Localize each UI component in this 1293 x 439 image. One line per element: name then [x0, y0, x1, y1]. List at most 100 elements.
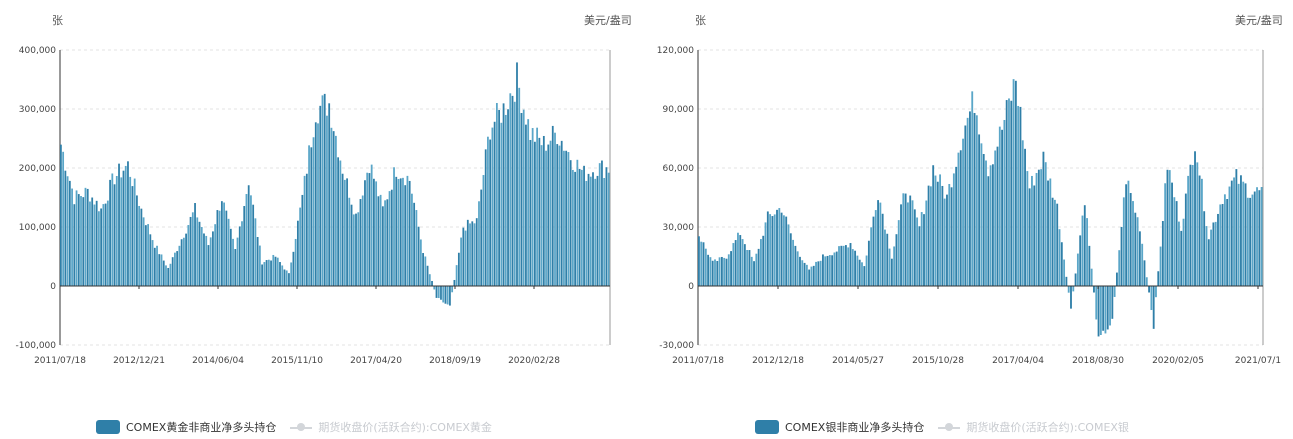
gold-bar[interactable]: [189, 216, 192, 286]
gold-bar[interactable]: [404, 185, 407, 286]
silver-bar[interactable]: [824, 256, 827, 286]
gold-bar[interactable]: [144, 225, 147, 286]
silver-bar[interactable]: [900, 204, 902, 286]
gold-bar[interactable]: [314, 122, 317, 286]
gold-bar[interactable]: [442, 286, 445, 303]
silver-bar[interactable]: [755, 253, 758, 286]
gold-bar[interactable]: [281, 265, 284, 286]
silver-bar[interactable]: [890, 258, 893, 286]
gold-bar[interactable]: [482, 175, 485, 286]
silver-bar[interactable]: [1109, 286, 1111, 326]
gold-bar[interactable]: [411, 193, 413, 286]
silver-bar[interactable]: [838, 246, 840, 286]
gold-bar[interactable]: [326, 115, 328, 286]
gold-bar[interactable]: [68, 180, 71, 286]
gold-bar[interactable]: [563, 150, 565, 286]
gold-bar[interactable]: [261, 264, 264, 286]
silver-bar[interactable]: [1076, 253, 1079, 286]
gold-bar[interactable]: [272, 254, 275, 286]
silver-bar[interactable]: [1148, 286, 1150, 293]
silver-bar[interactable]: [913, 209, 916, 286]
silver-bar[interactable]: [831, 255, 834, 286]
silver-bar[interactable]: [1049, 178, 1052, 286]
silver-bar[interactable]: [847, 247, 850, 286]
silver-bar[interactable]: [948, 184, 951, 286]
silver-bar[interactable]: [959, 150, 962, 286]
gold-bar[interactable]: [446, 286, 449, 305]
gold-bar[interactable]: [133, 178, 136, 286]
silver-bar[interactable]: [1258, 190, 1261, 286]
gold-bar[interactable]: [381, 206, 384, 286]
gold-bar[interactable]: [250, 195, 252, 286]
silver-bar[interactable]: [936, 181, 939, 286]
silver-bar[interactable]: [1145, 277, 1148, 286]
gold-bar[interactable]: [402, 177, 404, 286]
gold-bar[interactable]: [142, 217, 145, 286]
gold-bar[interactable]: [169, 263, 172, 286]
gold-bar[interactable]: [518, 87, 521, 286]
silver-bar[interactable]: [1143, 260, 1146, 286]
gold-bar[interactable]: [473, 223, 476, 286]
silver-bar[interactable]: [1040, 169, 1043, 286]
silver-bar[interactable]: [941, 185, 944, 286]
silver-bar[interactable]: [1079, 235, 1082, 286]
gold-bar[interactable]: [303, 175, 306, 286]
gold-bar[interactable]: [178, 245, 181, 286]
gold-bar[interactable]: [457, 252, 460, 286]
silver-bar[interactable]: [1237, 183, 1240, 286]
gold-bar[interactable]: [390, 189, 393, 286]
gold-bar[interactable]: [200, 227, 203, 286]
gold-bar[interactable]: [229, 228, 232, 286]
silver-bar[interactable]: [1116, 272, 1118, 286]
gold-bar[interactable]: [601, 160, 603, 286]
silver-legend-bar-label[interactable]: COMEX银非商业净多头持仓: [785, 421, 925, 434]
gold-bar[interactable]: [516, 62, 518, 286]
gold-bar[interactable]: [551, 125, 554, 287]
gold-bar[interactable]: [285, 270, 288, 286]
gold-bar[interactable]: [245, 194, 248, 286]
silver-bar[interactable]: [803, 262, 806, 286]
gold-bar[interactable]: [332, 131, 335, 286]
gold-bar[interactable]: [131, 186, 134, 286]
gold-bar[interactable]: [424, 256, 427, 286]
gold-bar[interactable]: [431, 280, 433, 286]
gold-bar[interactable]: [265, 260, 268, 286]
silver-bar[interactable]: [750, 256, 753, 286]
silver-bar[interactable]: [1067, 286, 1070, 293]
gold-bar[interactable]: [547, 144, 550, 286]
gold-bar[interactable]: [370, 164, 373, 286]
silver-bar[interactable]: [1159, 246, 1162, 286]
gold-bar[interactable]: [296, 220, 299, 286]
gold-bar[interactable]: [323, 93, 326, 286]
silver-bar[interactable]: [1095, 286, 1098, 320]
gold-bar[interactable]: [258, 245, 261, 286]
silver-bar[interactable]: [711, 260, 714, 286]
silver-bar[interactable]: [778, 208, 781, 286]
gold-bar[interactable]: [279, 262, 281, 286]
silver-bar[interactable]: [1152, 286, 1155, 329]
silver-bar[interactable]: [895, 234, 898, 286]
gold-bar[interactable]: [384, 200, 386, 286]
silver-legend-line-label[interactable]: 期货收盘价(活跃合约):COMEX银: [966, 421, 1129, 434]
silver-bar[interactable]: [1235, 169, 1238, 286]
gold-bar[interactable]: [276, 257, 279, 286]
silver-bar[interactable]: [769, 214, 772, 286]
silver-bar[interactable]: [819, 260, 822, 286]
silver-bar[interactable]: [929, 186, 932, 286]
gold-bar[interactable]: [426, 265, 429, 286]
silver-bar[interactable]: [1010, 100, 1013, 287]
gold-bar[interactable]: [104, 203, 107, 286]
silver-bar[interactable]: [780, 212, 783, 286]
silver-bar[interactable]: [840, 245, 843, 286]
gold-bar[interactable]: [549, 140, 552, 286]
silver-bar[interactable]: [828, 255, 831, 286]
silver-bar[interactable]: [739, 235, 742, 286]
silver-bar[interactable]: [1074, 273, 1077, 286]
gold-bar[interactable]: [113, 184, 116, 286]
gold-bar[interactable]: [98, 211, 100, 286]
gold-bar[interactable]: [538, 137, 541, 286]
gold-bar[interactable]: [209, 237, 212, 286]
gold-bar[interactable]: [466, 219, 469, 286]
silver-bar[interactable]: [1003, 119, 1006, 286]
gold-bar[interactable]: [93, 204, 96, 286]
